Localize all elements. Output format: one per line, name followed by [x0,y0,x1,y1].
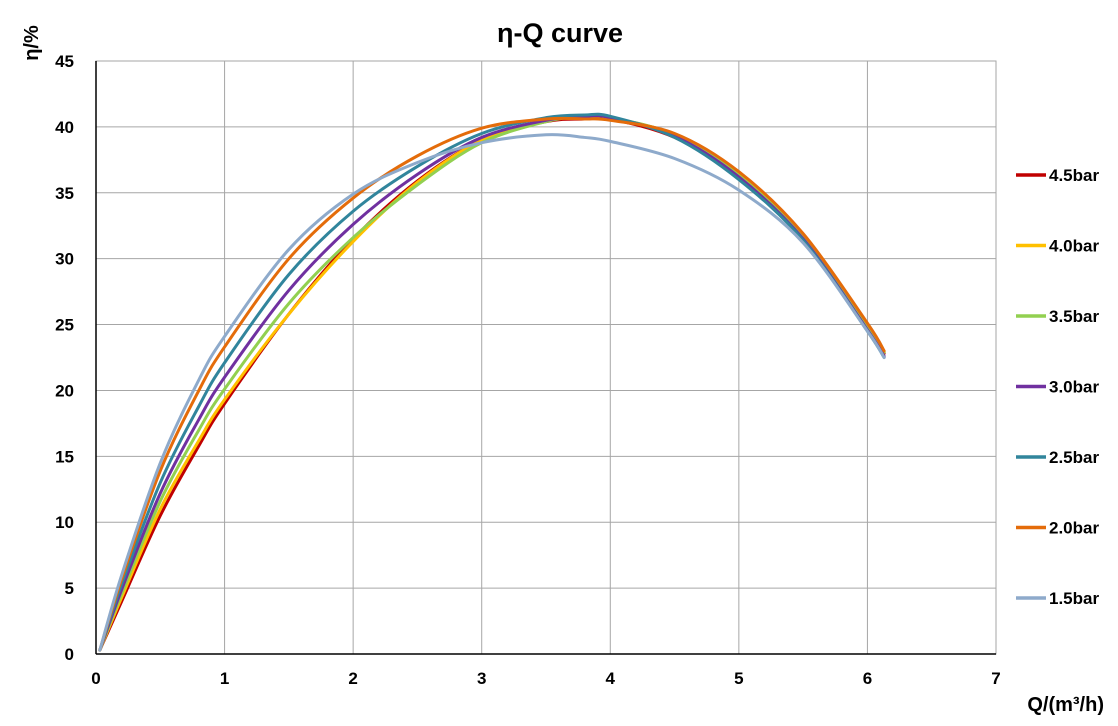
series-line-2-0bar [98,116,886,652]
series-lines [98,112,886,652]
y-tick-label: 40 [55,118,74,137]
series-line-1-5bar [98,133,886,652]
x-tick-label: 3 [477,669,486,688]
x-tick-label: 5 [734,669,743,688]
y-tick-label: 15 [55,447,74,466]
series-line-3-0bar [98,114,886,652]
series-line-2-5bar [98,112,886,652]
grid [95,60,997,655]
y-tick-label: 0 [65,645,74,664]
y-tick-label: 25 [55,316,74,335]
x-tick-label: 6 [863,669,872,688]
x-axis-label: Q/(m³/h) [1027,694,1104,716]
y-tick-label: 45 [55,52,74,71]
y-tick-label: 20 [55,381,74,400]
legend-label-2-5bar: 2.5bar [1049,448,1099,467]
x-tick-label: 7 [991,669,1000,688]
x-tick-label: 4 [606,669,616,688]
legend: 4.5bar 4.0bar 3.5bar 3.0bar 2.5bar 2.0bar 1.5b… [1016,166,1099,608]
legend-label-4-5bar: 4.5bar [1049,166,1099,185]
x-tick-label: 2 [348,669,357,688]
chart-title: η-Q curve [497,18,623,48]
legend-label-3-5bar: 3.5bar [1049,307,1099,326]
y-tick-label: 5 [65,579,74,598]
x-tick-label: 1 [220,669,229,688]
legend-label-3-0bar: 3.0bar [1049,378,1099,397]
x-tick-label: 0 [91,669,100,688]
legend-label-2-0bar: 2.0bar [1049,519,1099,538]
y-tick-label: 30 [55,250,74,269]
axes [95,61,996,655]
y-tick-label: 35 [55,184,74,203]
y-axis-label: η/% [21,25,43,61]
plot-area [95,60,997,655]
legend-label-1-5bar: 1.5bar [1049,589,1099,608]
y-tick-label: 10 [55,513,74,532]
legend-label-4-0bar: 4.0bar [1049,237,1099,256]
